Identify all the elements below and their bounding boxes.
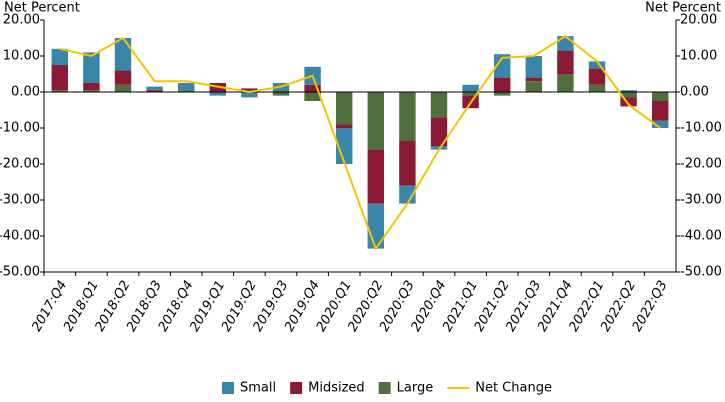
bar-segment — [651, 120, 669, 128]
bar-segment — [588, 61, 606, 69]
legend-swatch — [378, 382, 391, 394]
bar-segment — [588, 68, 606, 85]
bar-segment — [51, 90, 69, 92]
y2-tick-label: 0.00 — [680, 85, 709, 100]
y2-tick-label: -10.00 — [680, 121, 722, 136]
bar-segment — [651, 101, 669, 121]
bar-segment — [620, 97, 637, 107]
bar-segment — [146, 90, 163, 92]
y-tick-label: 0.00 — [11, 85, 40, 100]
y-tick-label: -50.00 — [0, 265, 40, 280]
bar-segment — [177, 90, 195, 92]
bar-segment — [557, 74, 574, 92]
bar-segment — [83, 90, 100, 92]
bar-segment — [146, 86, 163, 91]
y2-tick-label: -30.00 — [680, 193, 722, 208]
bar-segment — [493, 54, 511, 78]
bar-segment — [83, 52, 100, 83]
y2-tick-label: -50.00 — [680, 265, 722, 280]
bar-segment — [525, 77, 543, 82]
legend-swatch — [222, 382, 234, 394]
bar-segment — [367, 149, 385, 204]
bar-segment — [557, 36, 574, 51]
bar-segment — [241, 88, 258, 92]
bar-segment — [304, 92, 321, 101]
y-tick-label: -20.00 — [0, 157, 40, 172]
y2-tick-label: 20.00 — [680, 13, 717, 28]
bar-segment — [114, 70, 132, 85]
bar-segment — [651, 92, 669, 101]
bar-segment — [620, 92, 637, 98]
bar-segment — [241, 92, 258, 98]
bar-segment — [114, 38, 132, 71]
y-tick-label: -40.00 — [0, 229, 40, 244]
bar-segment — [83, 83, 100, 91]
bar-segment — [525, 81, 543, 92]
y-tick-label: -10.00 — [0, 121, 40, 136]
bar-segment — [462, 84, 479, 92]
bar-segment — [493, 77, 511, 92]
y-tick-label: 20.00 — [3, 13, 40, 28]
bar-segment — [399, 92, 416, 141]
y-tick-label: -30.00 — [0, 193, 40, 208]
bar-segment — [51, 65, 69, 91]
bar-segment — [51, 48, 69, 65]
y2-tick-label: 10.00 — [680, 49, 717, 64]
bar-segment — [177, 83, 195, 91]
bar-segment — [209, 92, 227, 96]
y2-axis-title: Net Percent — [645, 1, 721, 16]
legend-label: Large — [397, 381, 434, 396]
legend-label: Midsized — [308, 381, 365, 396]
bar-segment — [557, 50, 574, 74]
y-tick-label: 10.00 — [3, 49, 40, 64]
bar-segment — [367, 92, 385, 150]
bar-segment — [114, 84, 132, 92]
bar-segment — [304, 84, 321, 92]
bar-segment — [493, 92, 511, 96]
y-axis-title: Net Percent — [4, 1, 80, 16]
bar-segment — [462, 92, 479, 96]
bar-segment — [525, 56, 543, 78]
bar-segment — [588, 84, 606, 92]
bar-segment — [430, 146, 448, 150]
bar-segment — [399, 185, 416, 204]
bar-segment — [430, 117, 448, 146]
bar-segment — [620, 90, 637, 92]
bar-segment — [335, 124, 353, 128]
bar-segment — [272, 92, 290, 96]
legend-label: Net Change — [475, 381, 552, 396]
bar-segment — [335, 128, 353, 164]
bar-segment — [430, 92, 448, 118]
y2-tick-label: -20.00 — [680, 157, 722, 172]
y2-tick-label: -40.00 — [680, 229, 722, 244]
bar-segment — [335, 92, 353, 125]
legend-swatch — [290, 382, 303, 394]
legend-label: Small — [240, 381, 276, 396]
bar-segment — [399, 140, 416, 186]
line-series — [59, 34, 661, 251]
